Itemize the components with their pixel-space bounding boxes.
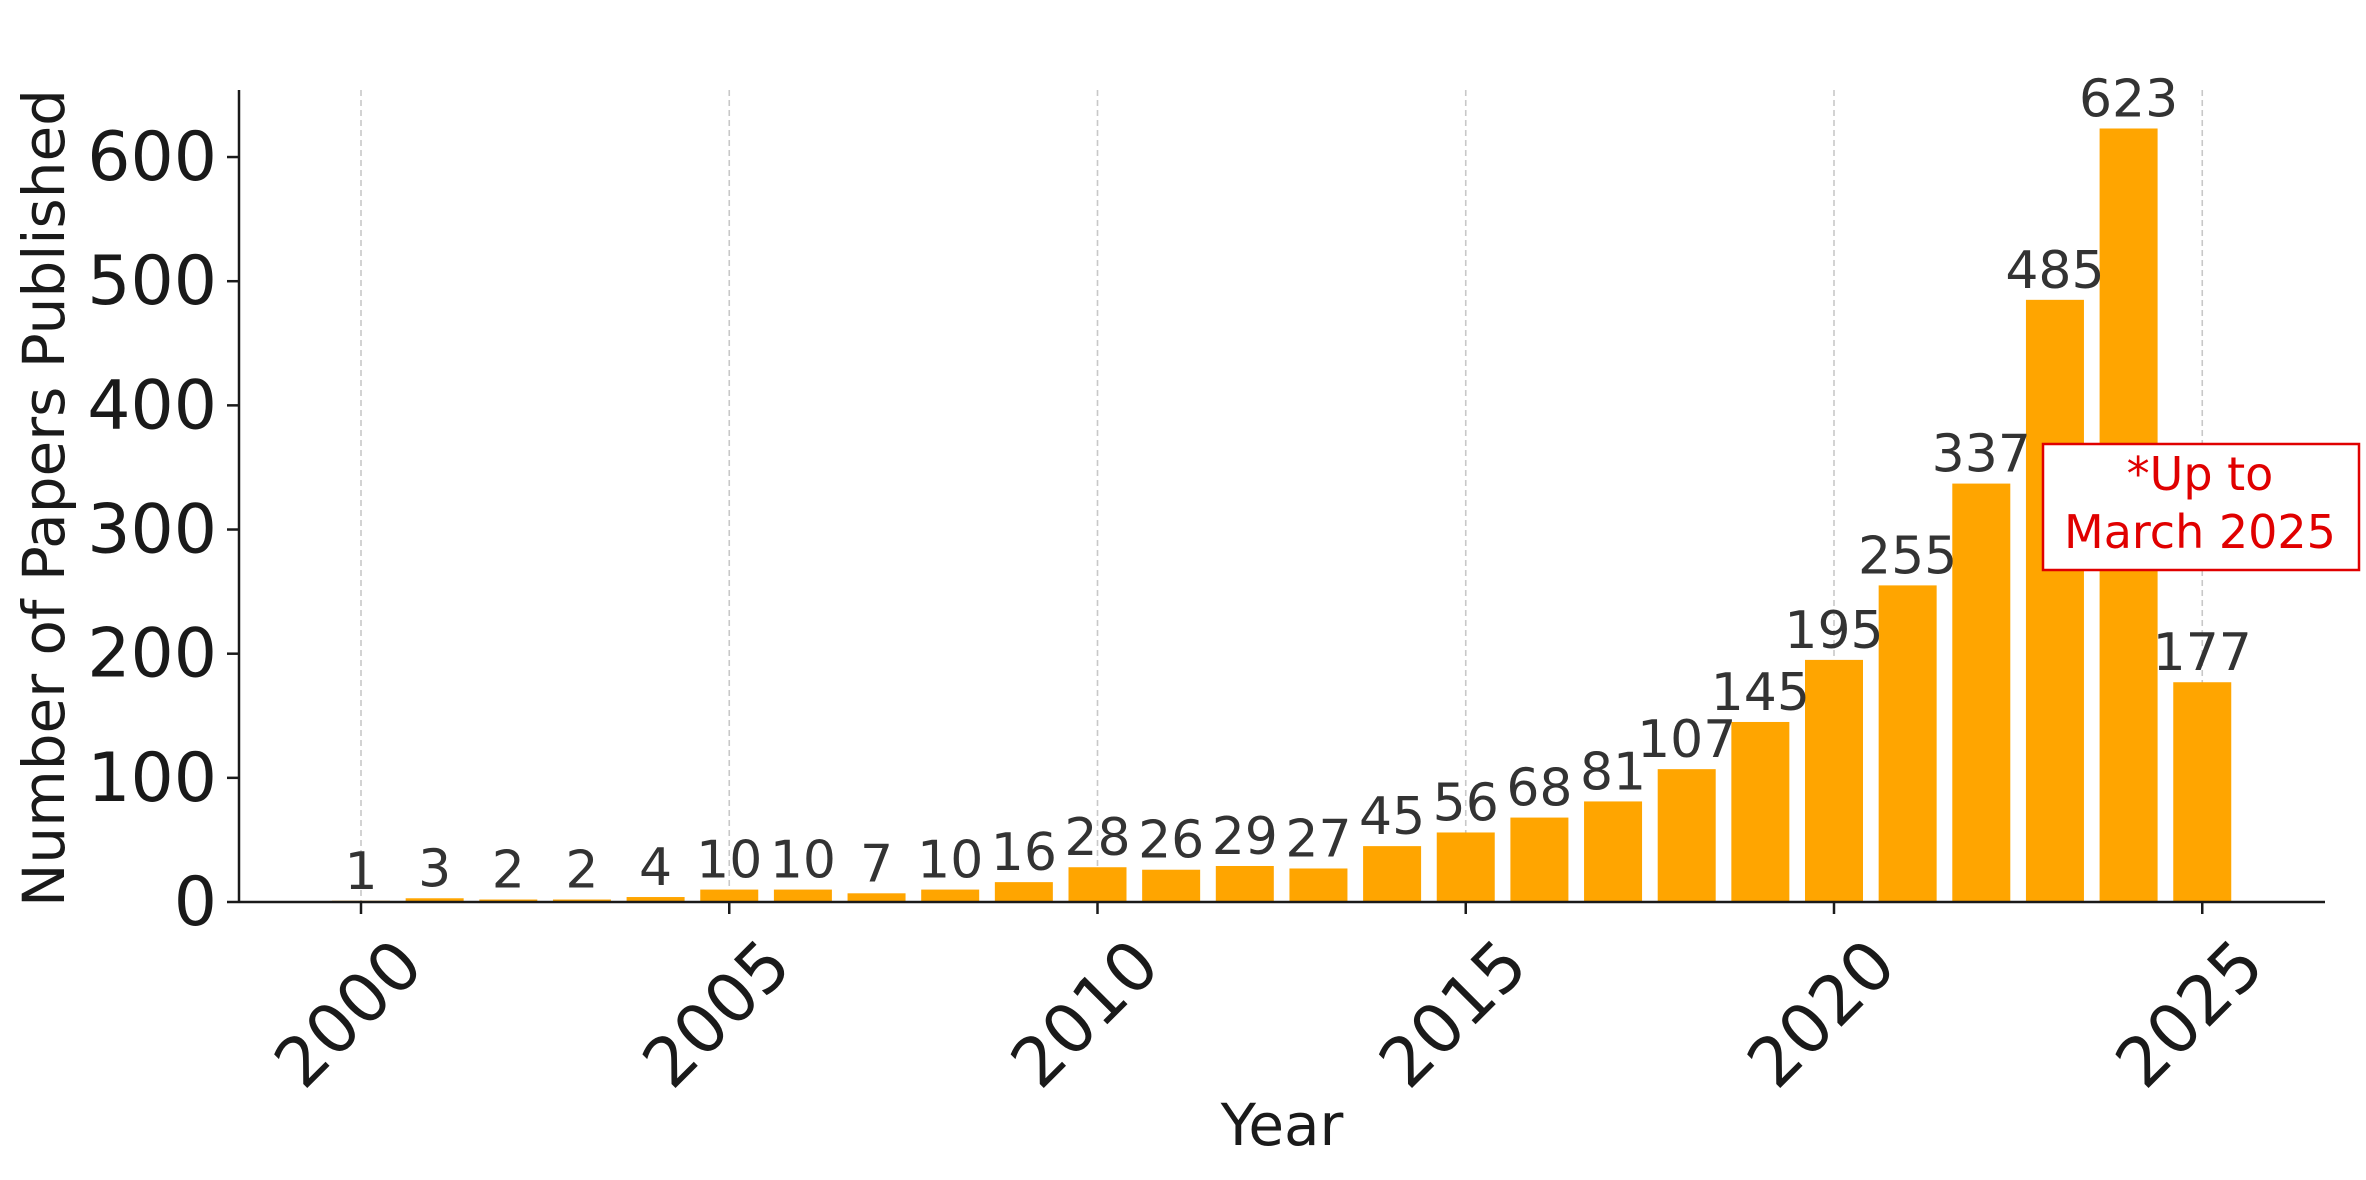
bar	[700, 889, 759, 902]
bar-value-label: 28	[1064, 808, 1130, 868]
bar	[921, 889, 980, 902]
bar-value-label: 337	[1932, 425, 2031, 485]
x-tick-label: 2010	[996, 925, 1174, 1103]
bar	[773, 889, 832, 902]
x-tick-label: 2005	[628, 925, 806, 1103]
bar	[1805, 659, 1863, 902]
x-tick-label: 2025	[2101, 925, 2279, 1103]
x-axis-title: Year	[1220, 1091, 1344, 1159]
bar-value-label: 10	[696, 831, 762, 891]
bar-value-label: 3	[418, 839, 451, 899]
bar-value-label: 16	[991, 823, 1057, 883]
x-tick-label: 2015	[1365, 925, 1543, 1103]
bar	[1584, 801, 1643, 902]
y-tick-label: 600	[87, 118, 217, 197]
y-tick-label: 100	[87, 739, 217, 818]
bar	[1068, 867, 1127, 902]
tick-labels: 0 100 200 300 400 500 600 2000 2005 2010 2015 2020 2…	[87, 118, 2279, 1103]
bar-value-label: 1	[344, 842, 377, 902]
bar-value-label: 10	[770, 831, 836, 891]
bar-value-label: 26	[1138, 811, 1204, 871]
bar-value-label: 195	[1784, 601, 1883, 661]
y-tick-label: 300	[87, 491, 217, 570]
bar	[1731, 721, 1790, 902]
bar-value-label: 2	[565, 841, 598, 901]
annotation-frame	[2041, 442, 2361, 572]
bar-value-label: 27	[1285, 809, 1351, 869]
bar-value-label: 145	[1711, 663, 1810, 723]
bar	[1289, 868, 1348, 902]
annotation-text: *Up to	[2127, 447, 2274, 501]
bar-value-label: 29	[1212, 807, 1278, 867]
bar	[626, 897, 685, 902]
x-tick-label: 2000	[260, 925, 438, 1103]
bar-value-label: 45	[1359, 787, 1425, 847]
bar	[1142, 869, 1201, 902]
bar-value-label: 56	[1433, 773, 1499, 833]
bar	[1952, 483, 2011, 902]
bar	[1657, 769, 1716, 902]
annotation-text: March 2025	[2064, 505, 2336, 559]
y-tick-label: 400	[87, 366, 217, 445]
bar-value-label: 68	[1506, 759, 1572, 819]
bar-value-label: 623	[2079, 69, 2178, 129]
y-tick-label: 0	[174, 863, 217, 942]
axes	[227, 90, 2325, 914]
bar-value-labels: 1 3 2 2 4 10 10 7 10 16 28 26 29 27 45 56 68 811071451952…	[344, 69, 2251, 901]
bar-value-label: 7	[860, 834, 893, 894]
bar-value-label: 10	[917, 831, 983, 891]
y-axis-title: Number of Papers Published	[10, 89, 78, 907]
bar	[1436, 832, 1495, 902]
bar-value-label: 255	[1858, 526, 1957, 586]
bar	[1215, 865, 1274, 902]
bar-value-label: 2	[492, 841, 525, 901]
bar	[847, 893, 906, 902]
y-tick-label: 200	[87, 615, 217, 694]
bar	[1510, 817, 1569, 902]
bar-value-label: 485	[2005, 241, 2104, 301]
bar-value-label: 177	[2153, 623, 2252, 683]
bar	[2173, 682, 2232, 902]
x-tick-label: 2020	[1733, 925, 1911, 1103]
y-tick-label: 500	[87, 242, 217, 321]
bar	[2025, 299, 2084, 902]
bar	[1363, 846, 1422, 902]
bar-value-label: 107	[1637, 710, 1736, 770]
bar-value-label: 81	[1580, 742, 1646, 802]
bar	[994, 882, 1053, 902]
bar	[1878, 585, 1937, 902]
bars	[332, 128, 2232, 902]
bar-value-label: 4	[639, 838, 672, 898]
bar	[405, 898, 464, 902]
